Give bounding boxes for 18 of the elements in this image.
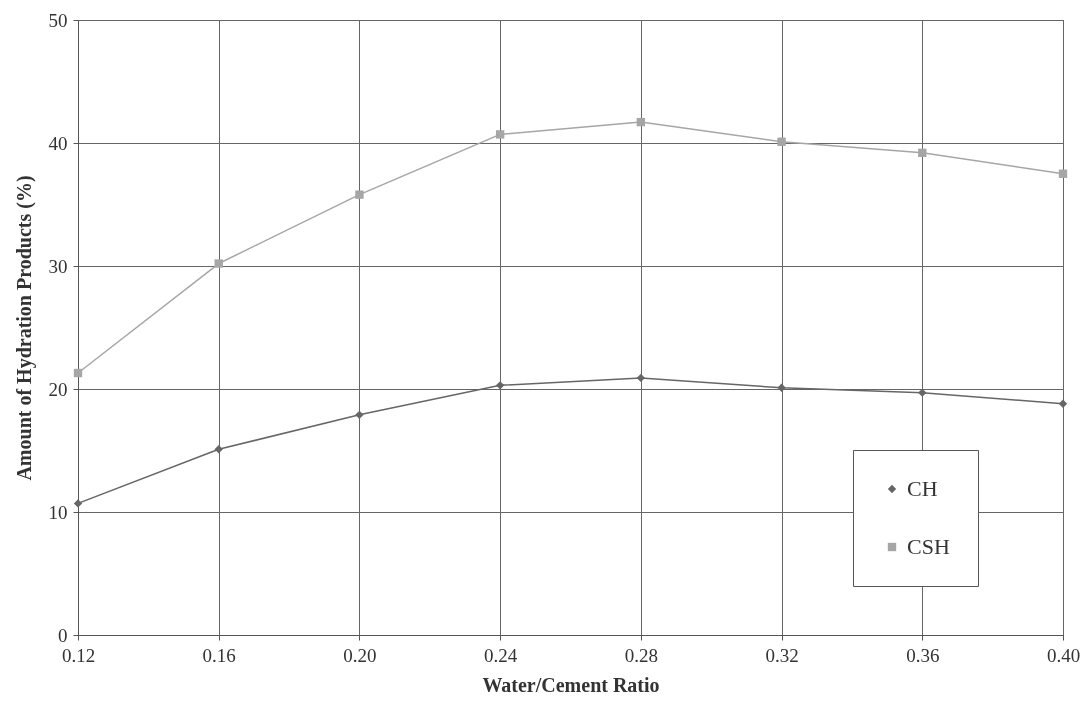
legend-label: CSH xyxy=(907,534,950,559)
y-tick-label: 50 xyxy=(48,9,68,31)
legend-label: CH xyxy=(907,476,938,501)
y-tick-label: 20 xyxy=(48,378,68,400)
y-tick-label: 10 xyxy=(48,501,68,523)
x-tick-label: 0.20 xyxy=(343,644,377,666)
x-tick-label: 0.24 xyxy=(484,644,518,666)
x-tick-label: 0.12 xyxy=(61,644,96,666)
x-tick-label: 0.28 xyxy=(624,644,658,666)
y-tick-label: 40 xyxy=(48,132,68,154)
x-tick-label: 0.40 xyxy=(1046,644,1081,666)
x-axis-title: Water/Cement Ratio xyxy=(482,673,660,696)
x-tick-label: 0.16 xyxy=(202,644,236,666)
y-axis-title: Amount of Hydration Products (%) xyxy=(12,175,36,481)
x-tick-label: 0.36 xyxy=(906,644,940,666)
x-tick-label: 0.32 xyxy=(765,644,799,666)
y-tick-label: 0 xyxy=(58,624,68,646)
y-tick-label: 30 xyxy=(48,255,68,277)
